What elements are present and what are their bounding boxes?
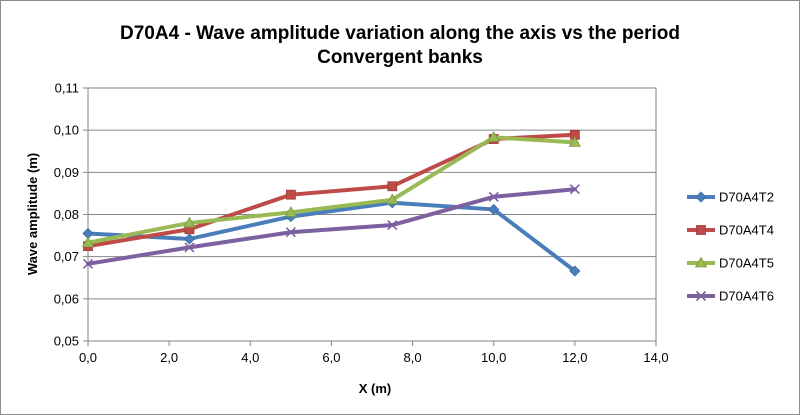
x-tick-label: 2,0 <box>160 350 178 365</box>
y-tick-label: 0,05 <box>54 334 79 349</box>
y-tick-label: 0,10 <box>54 123 79 138</box>
data-point-d70a4t6 <box>488 191 499 202</box>
x-tick-label: 10,0 <box>481 350 506 365</box>
data-point-d70a4t6 <box>82 258 94 269</box>
x-tick-label: 6,0 <box>322 350 340 365</box>
legend-label: D70A4T4 <box>719 223 774 238</box>
y-tick-label: 0,08 <box>54 207 79 222</box>
y-tick-label: 0,11 <box>55 81 79 96</box>
legend-label: D70A4T2 <box>719 190 774 205</box>
data-point-d70a4t5 <box>183 216 196 228</box>
series-line-d70a4t5 <box>86 135 577 245</box>
data-point-d70a4t6 <box>184 242 195 253</box>
data-point-d70a4t5 <box>81 236 95 248</box>
data-point-d70a4t2 <box>488 203 500 216</box>
x-tick-label: 8,0 <box>404 350 422 365</box>
data-point-d70a4t5 <box>487 131 500 142</box>
y-tick-label: 0,06 <box>54 291 79 306</box>
series-line-d70a4t6 <box>86 187 577 266</box>
y-axis-title: Wave amplitude (m) <box>25 153 40 275</box>
x-tick-label: 12,0 <box>562 350 587 365</box>
legend-item-d70a4t2: D70A4T2 <box>687 190 774 205</box>
data-point-d70a4t2 <box>183 233 195 245</box>
legend-marker <box>694 256 708 268</box>
y-axis-ticks: 0,05 0,06 0,07 0,08 0,09 0,10 0,11 <box>54 81 88 349</box>
data-point-d70a4t6 <box>569 184 580 195</box>
chart-title: D70A4 - Wave amplitude variation along t… <box>120 23 680 44</box>
y-tick-label: 0,09 <box>54 165 79 180</box>
data-point-d70a4t5 <box>386 193 399 205</box>
gridlines <box>88 87 656 342</box>
series-lines <box>81 129 582 277</box>
y-tick-label: 0,07 <box>54 249 79 264</box>
legend-item-d70a4t4: D70A4T4 <box>687 223 774 238</box>
data-point-d70a4t4 <box>387 181 398 192</box>
data-point-d70a4t5 <box>284 206 298 217</box>
x-tick-label: 14,0 <box>643 350 668 365</box>
data-point-d70a4t2 <box>569 265 581 277</box>
chart-subtitle: Convergent banks <box>317 47 483 68</box>
legend-marker <box>695 191 707 203</box>
legend-item-d70a4t6: D70A4T6 <box>687 289 774 304</box>
series-line-d70a4t2 <box>86 200 577 274</box>
data-point-d70a4t6 <box>387 219 398 231</box>
legend-marker <box>696 225 706 235</box>
legend: D70A4T2 D70A4T4 D70A4T5 D70A4T6 <box>687 190 774 304</box>
legend-item-d70a4t5: D70A4T5 <box>687 256 774 271</box>
legend-label: D70A4T6 <box>719 289 774 304</box>
legend-label: D70A4T5 <box>719 256 774 271</box>
x-axis-ticks: 0,0 2,0 4,0 6,0 8,0 10,0 12,0 14,0 <box>79 341 669 365</box>
data-point-d70a4t6 <box>285 227 296 238</box>
data-point-d70a4t5 <box>568 136 582 147</box>
x-tick-label: 0,0 <box>79 350 97 365</box>
x-tick-label: 4,0 <box>241 350 259 365</box>
data-point-d70a4t4 <box>285 189 296 200</box>
x-axis-title: X (m) <box>359 381 392 396</box>
legend-marker <box>695 290 707 302</box>
